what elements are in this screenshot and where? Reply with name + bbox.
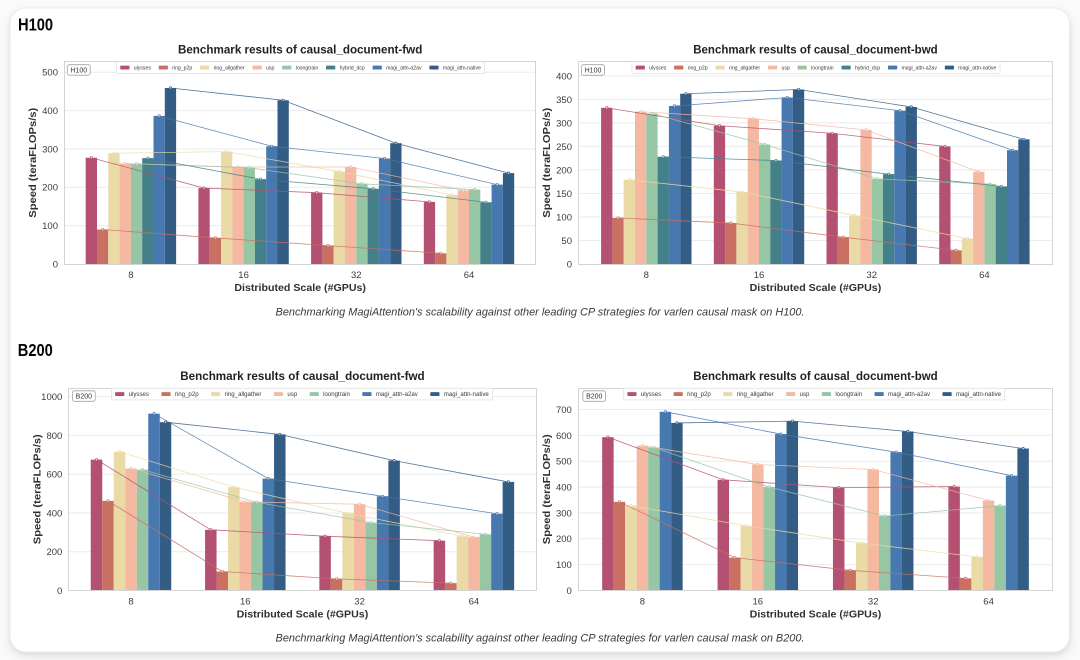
svg-text:600: 600: [556, 431, 572, 442]
svg-text:100: 100: [556, 212, 572, 223]
svg-text:loongtrain: loongtrain: [835, 391, 862, 398]
svg-text:Distributed Scale (#GPUs): Distributed Scale (#GPUs): [750, 283, 882, 294]
svg-text:200: 200: [556, 165, 572, 176]
svg-text:150: 150: [556, 189, 572, 200]
svg-text:ulysses: ulysses: [641, 391, 661, 398]
svg-text:64: 64: [979, 270, 990, 281]
svg-text:B200: B200: [76, 394, 92, 401]
svg-text:Distributed Scale (#GPUs): Distributed Scale (#GPUs): [237, 610, 369, 621]
svg-text:400: 400: [556, 71, 572, 82]
svg-text:8: 8: [640, 597, 645, 608]
svg-text:ulysses: ulysses: [129, 391, 149, 398]
svg-text:Benchmarking MagiAttention's s: Benchmarking MagiAttention's scalability…: [276, 632, 805, 644]
svg-text:H100: H100: [70, 68, 87, 75]
svg-text:8: 8: [644, 270, 649, 281]
svg-text:8: 8: [128, 597, 133, 608]
svg-text:usp: usp: [266, 66, 274, 72]
svg-text:ring_allgather: ring_allgather: [729, 66, 760, 72]
svg-text:Speed (teraFLOPs/s): Speed (teraFLOPs/s): [32, 434, 43, 544]
svg-text:magi_attn-a2av: magi_attn-a2av: [901, 66, 937, 72]
svg-text:600: 600: [46, 470, 62, 481]
svg-text:Speed (teraFLOPs/s): Speed (teraFLOPs/s): [542, 108, 553, 218]
svg-text:H100: H100: [18, 14, 53, 34]
svg-text:loongtrain: loongtrain: [811, 66, 834, 72]
svg-text:1000: 1000: [41, 392, 62, 403]
svg-text:magi_attn-a2av: magi_attn-a2av: [376, 391, 419, 398]
svg-text:Benchmark results of causal_do: Benchmark results of causal_document-fwd: [180, 369, 424, 383]
svg-text:ulysses: ulysses: [649, 66, 667, 72]
svg-text:250: 250: [556, 142, 572, 153]
svg-text:400: 400: [42, 106, 58, 117]
svg-text:800: 800: [46, 431, 62, 442]
svg-text:B200: B200: [586, 394, 602, 401]
svg-text:ulysses: ulysses: [134, 66, 152, 72]
svg-text:0: 0: [567, 586, 572, 597]
svg-text:Benchmark results of causal_do: Benchmark results of causal_document-fwd: [178, 43, 422, 57]
svg-text:loongtrain: loongtrain: [296, 66, 319, 72]
svg-text:64: 64: [464, 270, 475, 281]
svg-text:300: 300: [556, 508, 572, 519]
svg-text:100: 100: [42, 221, 58, 232]
svg-text:ring_p2p: ring_p2p: [172, 66, 192, 72]
svg-text:B200: B200: [18, 340, 53, 360]
svg-text:magi_attn-native: magi_attn-native: [956, 391, 1002, 398]
svg-text:400: 400: [556, 482, 572, 493]
svg-text:200: 200: [46, 547, 62, 558]
svg-text:16: 16: [753, 597, 764, 608]
svg-text:64: 64: [469, 597, 480, 608]
svg-text:ring_p2p: ring_p2p: [175, 391, 199, 398]
svg-text:0: 0: [567, 259, 572, 270]
svg-text:Benchmark results of causal_do: Benchmark results of causal_document-bwd: [693, 369, 937, 383]
svg-text:400: 400: [46, 508, 62, 519]
svg-text:50: 50: [561, 236, 572, 247]
svg-text:magi_attn-native: magi_attn-native: [443, 66, 481, 72]
svg-text:ring_allgather: ring_allgather: [737, 391, 774, 398]
svg-text:Benchmarking MagiAttention's s: Benchmarking MagiAttention's scalability…: [276, 307, 805, 319]
svg-text:hybrid_dcp: hybrid_dcp: [340, 66, 365, 72]
svg-text:H100: H100: [585, 68, 602, 75]
svg-text:200: 200: [556, 534, 572, 545]
svg-text:32: 32: [351, 270, 362, 281]
svg-text:700: 700: [556, 405, 572, 416]
svg-text:ring_p2p: ring_p2p: [688, 66, 708, 72]
svg-text:8: 8: [128, 270, 133, 281]
svg-text:16: 16: [754, 270, 765, 281]
svg-text:300: 300: [556, 118, 572, 129]
svg-text:magi_attn-native: magi_attn-native: [444, 391, 490, 398]
svg-text:32: 32: [868, 597, 879, 608]
svg-text:64: 64: [983, 597, 994, 608]
svg-text:500: 500: [556, 457, 572, 468]
svg-text:500: 500: [42, 68, 58, 79]
svg-text:ring_p2p: ring_p2p: [687, 391, 711, 398]
svg-text:0: 0: [57, 586, 62, 597]
svg-text:magi_attn-a2av: magi_attn-a2av: [386, 66, 422, 72]
svg-text:350: 350: [556, 95, 572, 106]
svg-text:200: 200: [42, 183, 58, 194]
svg-text:hybrid_dcp: hybrid_dcp: [855, 66, 880, 72]
svg-text:16: 16: [238, 270, 249, 281]
svg-text:loongtrain: loongtrain: [323, 391, 350, 398]
svg-text:usp: usp: [781, 66, 789, 72]
svg-text:ring_allgather: ring_allgather: [225, 391, 262, 398]
svg-text:32: 32: [866, 270, 877, 281]
svg-text:usp: usp: [800, 391, 810, 398]
svg-text:Distributed Scale (#GPUs): Distributed Scale (#GPUs): [234, 283, 366, 294]
svg-text:Speed (teraFLOPs/s): Speed (teraFLOPs/s): [542, 434, 553, 544]
svg-text:Benchmark results of causal_do: Benchmark results of causal_document-bwd: [693, 43, 937, 57]
svg-text:ring_allgather: ring_allgather: [214, 66, 245, 72]
svg-text:magi_attn-native: magi_attn-native: [958, 66, 996, 72]
svg-text:16: 16: [240, 597, 251, 608]
svg-text:32: 32: [354, 597, 365, 608]
svg-text:Speed (teraFLOPs/s): Speed (teraFLOPs/s): [28, 108, 39, 218]
svg-text:100: 100: [556, 560, 572, 571]
svg-text:0: 0: [53, 259, 58, 270]
svg-text:300: 300: [42, 144, 58, 155]
svg-text:usp: usp: [287, 391, 297, 398]
svg-text:Distributed Scale (#GPUs): Distributed Scale (#GPUs): [750, 610, 882, 621]
svg-text:magi_attn-a2av: magi_attn-a2av: [888, 391, 931, 398]
